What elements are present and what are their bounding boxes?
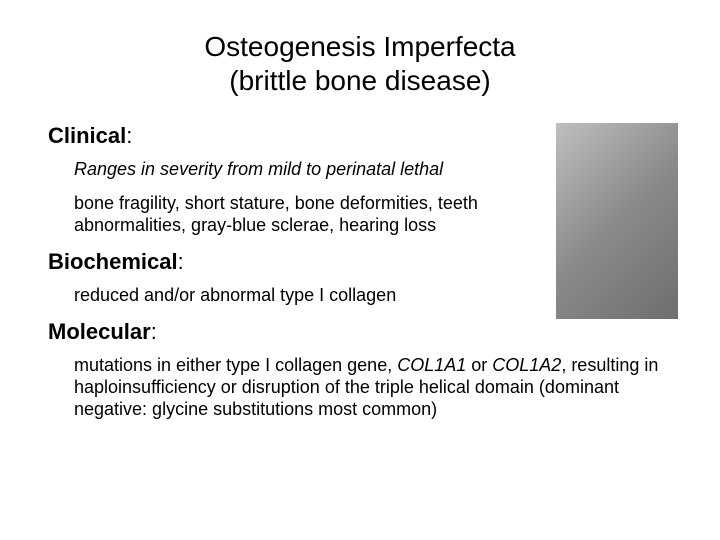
clinical-range: Ranges in severity from mild to perinata… [74, 159, 554, 181]
clinical-heading-bold: Clinical [48, 123, 126, 148]
title-line-1: Osteogenesis Imperfecta [48, 30, 672, 64]
clinical-heading-colon: : [126, 123, 132, 148]
biochemical-heading-bold: Biochemical [48, 249, 178, 274]
biochemical-heading-colon: : [178, 249, 184, 274]
gene-col1a1: COL1A1 [397, 355, 466, 375]
molecular-heading-bold: Molecular [48, 319, 151, 344]
molecular-heading-colon: : [151, 319, 157, 344]
clinical-features: bone fragility, short stature, bone defo… [74, 193, 554, 237]
slide: Osteogenesis Imperfecta (brittle bone di… [0, 0, 720, 540]
molecular-text-mid: or [466, 355, 492, 375]
molecular-text-before: mutations in either type I collagen gene… [74, 355, 397, 375]
molecular-text: mutations in either type I collagen gene… [74, 355, 672, 421]
gene-col1a2: COL1A2 [492, 355, 561, 375]
clinical-photo: clinical-photo [556, 123, 678, 319]
molecular-heading: Molecular: [48, 319, 672, 345]
content-area: clinical-photo Clinical: Ranges in sever… [48, 123, 672, 421]
title-line-2: (brittle bone disease) [48, 64, 672, 98]
title-block: Osteogenesis Imperfecta (brittle bone di… [48, 30, 672, 97]
